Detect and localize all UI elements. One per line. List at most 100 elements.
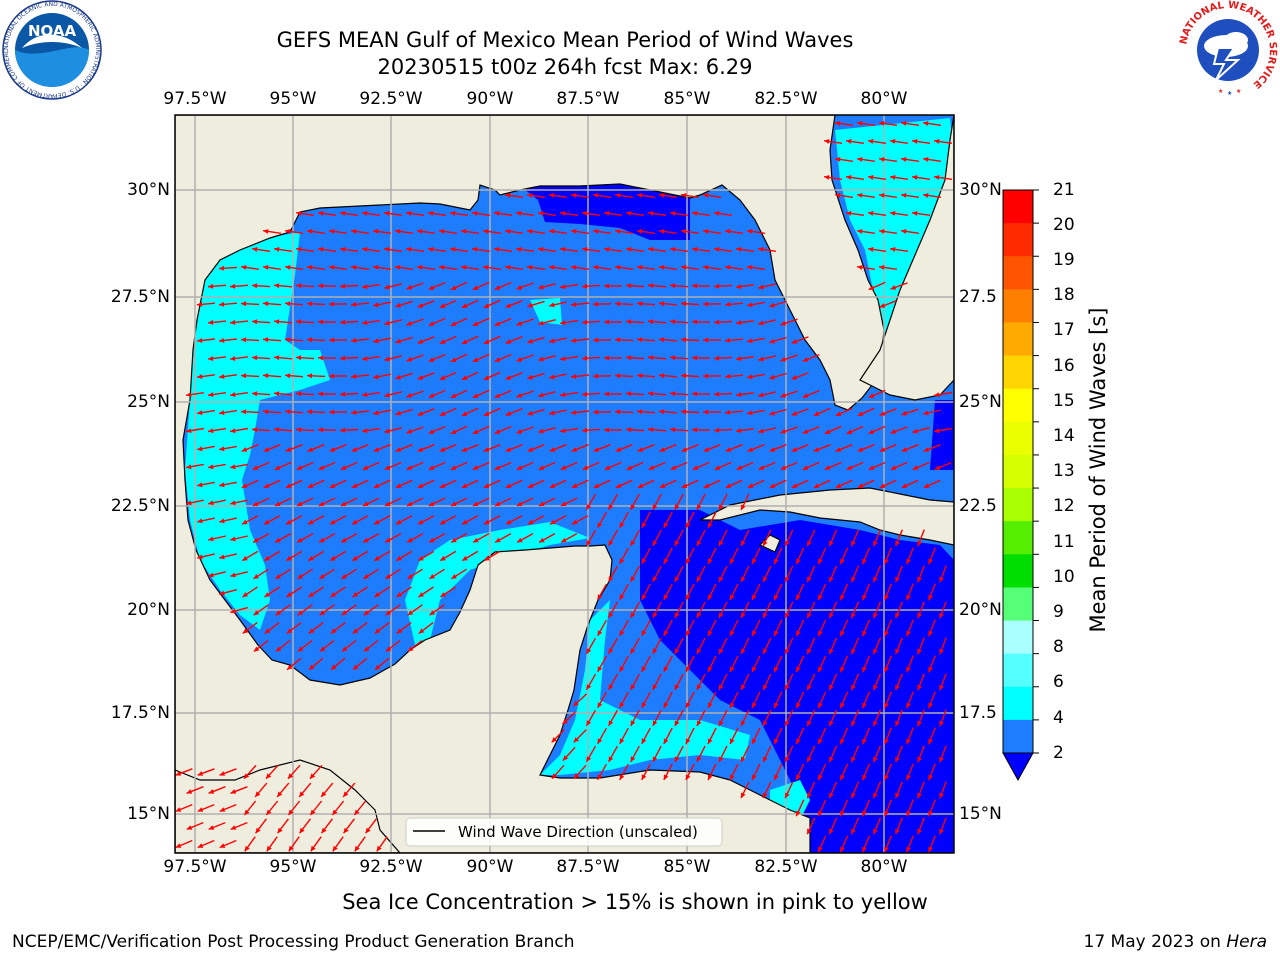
wind-wave-arrowhead <box>763 684 768 691</box>
wind-wave-arrowhead <box>906 738 911 745</box>
wind-wave-arrowhead <box>197 482 203 488</box>
wind-wave-arrowhead <box>582 319 588 325</box>
wind-wave-arrowhead <box>840 738 845 745</box>
wind-wave-arrowhead <box>659 447 666 452</box>
wind-wave-arrowhead <box>462 555 468 561</box>
wind-wave-arrowhead <box>252 247 258 252</box>
wind-wave-arrowhead <box>615 373 621 379</box>
wind-wave-arrowhead <box>708 594 713 600</box>
wind-wave-arrowhead <box>450 393 457 398</box>
sea-ice-note: Sea Ice Concentration > 15% is shown in … <box>342 890 928 914</box>
wind-wave-arrowhead <box>562 755 569 761</box>
footer-date: 17 May 2023 on Hera <box>1084 932 1268 952</box>
wind-wave-arrowhead <box>428 429 435 434</box>
wind-wave-arrowhead <box>340 465 347 470</box>
wind-wave-arrowhead <box>769 410 775 416</box>
wind-wave-arrowhead <box>692 465 699 470</box>
wind-wave-arrowhead <box>696 756 702 762</box>
wind-wave-arrowhead <box>857 157 863 162</box>
map-frame <box>174 114 955 854</box>
wind-wave-arrowhead <box>351 447 358 452</box>
wind-wave-arrowhead <box>630 540 636 546</box>
wind-wave-arrowhead <box>608 576 614 582</box>
wind-wave-arrowhead <box>714 247 720 252</box>
wind-wave-arrowhead <box>353 664 359 670</box>
wind-wave-arrowhead <box>747 374 753 380</box>
wind-wave-arrowhead <box>758 356 764 362</box>
wind-wave-arrowhead <box>275 646 282 652</box>
wind-wave-arrowhead <box>663 774 669 780</box>
wind-wave-arrowhead <box>829 792 834 799</box>
wind-wave-arrowhead <box>630 504 636 510</box>
wind-wave-arrowhead <box>186 500 192 506</box>
lon-label: 87.5°W <box>556 857 620 877</box>
svg-text:NOAA: NOAA <box>28 22 77 40</box>
wind-wave-arrowhead <box>663 738 669 744</box>
wind-wave-arrowhead <box>604 427 609 433</box>
wind-wave-arrowhead <box>263 265 269 270</box>
wind-wave-arrowhead <box>939 792 944 799</box>
wind-wave-arrowhead <box>582 247 588 252</box>
wind-wave-arrowhead <box>352 519 358 525</box>
wind-wave-arrowhead <box>197 446 203 452</box>
wind-wave-arrowhead <box>630 576 636 582</box>
map-plot-area <box>175 115 954 853</box>
wind-wave-arrowhead <box>175 843 182 848</box>
wind-wave-arrowhead <box>725 447 732 452</box>
wind-wave-arrowhead <box>692 319 698 325</box>
wind-wave-arrowhead <box>321 827 327 834</box>
wind-wave-arrowhead <box>285 301 291 307</box>
wind-wave-arrowhead <box>641 702 647 708</box>
wind-wave-arrowhead <box>318 283 323 289</box>
wind-wave-arrowhead <box>439 303 446 308</box>
wind-wave-arrowhead <box>505 229 511 234</box>
wind-wave-arrowhead <box>308 628 315 634</box>
colorbar-swatch <box>1003 289 1033 323</box>
wind-wave-arrowhead <box>352 628 359 634</box>
wind-wave-arrowhead <box>730 630 735 637</box>
wind-wave-arrowhead <box>884 594 889 601</box>
wind-wave-arrowhead <box>730 558 735 565</box>
wind-wave-arrowhead <box>208 789 215 794</box>
wind-wave-arrowhead <box>917 612 922 619</box>
wind-wave-arrowhead <box>472 357 479 362</box>
wind-wave-arrowhead <box>615 265 621 270</box>
colorbar-swatch <box>1003 686 1033 721</box>
wind-wave-arrowhead <box>472 321 479 326</box>
colorbar-tick: 11 <box>1053 532 1075 552</box>
wind-wave-arrowhead <box>917 540 922 547</box>
lat-label: 20°N <box>127 600 170 620</box>
wind-wave-arrowhead <box>255 791 261 797</box>
wind-wave-arrowhead <box>796 558 801 565</box>
wind-wave-arrowhead <box>868 465 875 470</box>
wind-wave-arrowhead <box>807 828 812 835</box>
wind-wave-arrowhead <box>538 211 544 216</box>
wind-wave-arrowhead <box>747 338 753 344</box>
wind-wave-arrowhead <box>266 809 272 815</box>
wind-wave-arrowhead <box>630 684 636 690</box>
lat-label: 20°N <box>959 600 1002 620</box>
wind-wave-arrowhead <box>440 519 446 525</box>
wind-wave-arrowhead <box>670 465 677 470</box>
wind-wave-arrowhead <box>681 447 688 452</box>
wind-wave-arrowhead <box>241 265 247 270</box>
wind-wave-arrowhead <box>586 540 592 546</box>
wind-wave-arrowhead <box>846 465 853 470</box>
wind-wave-arrowhead <box>219 807 226 812</box>
wind-wave-arrowhead <box>494 465 501 470</box>
wind-wave-arrowhead <box>912 211 918 216</box>
wind-wave-arrowhead <box>604 355 609 361</box>
wind-wave-arrowhead <box>197 374 203 379</box>
wind-wave-arrowhead <box>763 612 768 619</box>
wind-wave-arrowhead <box>736 392 742 397</box>
wind-wave-arrowhead <box>637 483 644 488</box>
wind-wave-arrowhead <box>659 193 665 198</box>
wind-wave-arrowhead <box>906 702 911 709</box>
wind-wave-arrowhead <box>208 428 214 434</box>
wind-wave-arrowhead <box>560 284 566 290</box>
wind-wave-arrowhead <box>373 338 379 344</box>
wind-wave-arrowhead <box>785 612 790 619</box>
region-florida-west <box>835 118 954 340</box>
wind-wave-arrowhead <box>264 555 270 561</box>
colorbar-tick: 15 <box>1053 391 1075 411</box>
